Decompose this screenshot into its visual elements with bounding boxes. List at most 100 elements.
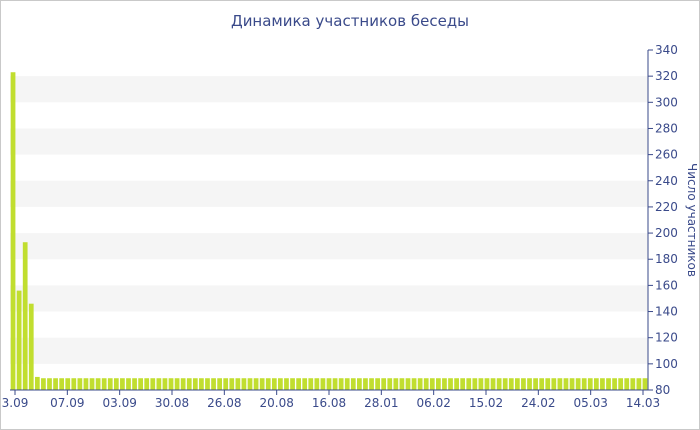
bar (235, 378, 241, 390)
bar (399, 378, 405, 390)
bar (53, 378, 58, 390)
chart-title: Динамика участников беседы (230, 12, 470, 30)
bar (496, 378, 502, 390)
bar (551, 378, 557, 390)
bar (278, 378, 283, 390)
bar (423, 378, 429, 390)
x-tick-label: 06.02 (416, 396, 450, 410)
bar (429, 378, 435, 390)
x-tick-label: 07.09 (50, 396, 84, 410)
bar (199, 378, 204, 390)
bars (10, 72, 648, 390)
grid-band (10, 285, 648, 312)
bar (138, 378, 144, 390)
bar (363, 378, 368, 390)
bar (381, 378, 387, 390)
bar (320, 378, 326, 390)
bar (466, 378, 472, 390)
bar (150, 378, 156, 390)
bar (101, 378, 107, 390)
bar (259, 378, 265, 390)
bar (162, 378, 168, 390)
bar (460, 378, 466, 390)
bar (168, 378, 174, 390)
bar (223, 378, 229, 390)
bar (502, 378, 508, 390)
y-tick-label: 120 (655, 331, 678, 345)
bar (508, 378, 514, 390)
x-tick-label: 05.03 (573, 396, 607, 410)
bar (120, 378, 125, 390)
bar (490, 378, 496, 390)
x-axis: 3.09 07.09 03.09 30.08 26.08 20.08 16.08 28.01 0… (2, 389, 660, 410)
bar (344, 378, 350, 390)
bar (107, 378, 113, 390)
bar (95, 378, 101, 390)
bar (296, 378, 301, 390)
bar (569, 378, 575, 390)
bar (265, 378, 271, 390)
bar (533, 378, 538, 390)
bar (618, 378, 624, 390)
bar (41, 378, 46, 390)
bar (10, 72, 16, 390)
bar (174, 378, 180, 390)
bar (593, 378, 599, 390)
x-tick-label: 16.08 (312, 396, 346, 410)
y-tick-label: 180 (655, 252, 678, 266)
y-tick-label: 160 (655, 278, 678, 292)
grid-band (10, 337, 648, 364)
bar (642, 378, 648, 390)
bar (59, 378, 65, 390)
bar (612, 378, 617, 390)
bar (229, 378, 235, 390)
bar (369, 378, 374, 390)
bar (241, 378, 247, 390)
bar (527, 378, 532, 390)
bar (539, 378, 545, 390)
bar (472, 378, 478, 390)
x-tick-label: 15.02 (469, 396, 503, 410)
bar (514, 378, 520, 390)
bar (357, 378, 362, 390)
bar (113, 378, 119, 390)
y-tick-label: 200 (655, 226, 678, 240)
bar (587, 378, 593, 390)
y-tick-label: 80 (655, 383, 670, 397)
bar (350, 378, 356, 390)
bar (545, 378, 551, 390)
bar (71, 378, 77, 390)
bar (575, 378, 581, 390)
x-tick-label: 26.08 (207, 396, 241, 410)
grid-band (10, 233, 648, 260)
y-tick-label: 340 (655, 43, 678, 57)
bar (192, 378, 198, 390)
bar (302, 378, 308, 390)
bar (34, 376, 40, 390)
y-tick-label: 260 (655, 148, 678, 162)
x-tick-label: 20.08 (259, 396, 293, 410)
bar (89, 378, 95, 390)
y-tick-label: 320 (655, 69, 678, 83)
bar (332, 378, 338, 390)
y-axis: 80 100 120 140 160 180 200 220 240 260 280 300 320 34… (647, 43, 678, 397)
y-tick-label: 140 (655, 305, 678, 319)
bar (83, 378, 89, 390)
x-tick-label: 03.09 (102, 396, 136, 410)
bar (581, 378, 587, 390)
grid-band (10, 76, 648, 103)
bar (405, 378, 411, 390)
bar (28, 303, 34, 390)
bar (290, 378, 295, 390)
y-axis-title: Число участников (685, 163, 699, 277)
x-tick-label: 3.09 (2, 396, 29, 410)
y-tick-label: 300 (655, 95, 678, 109)
bar (22, 242, 28, 390)
bar (186, 378, 192, 390)
bar (308, 378, 314, 390)
bar (126, 378, 131, 390)
bar (217, 378, 222, 390)
bar (326, 378, 332, 390)
bar (144, 378, 150, 390)
